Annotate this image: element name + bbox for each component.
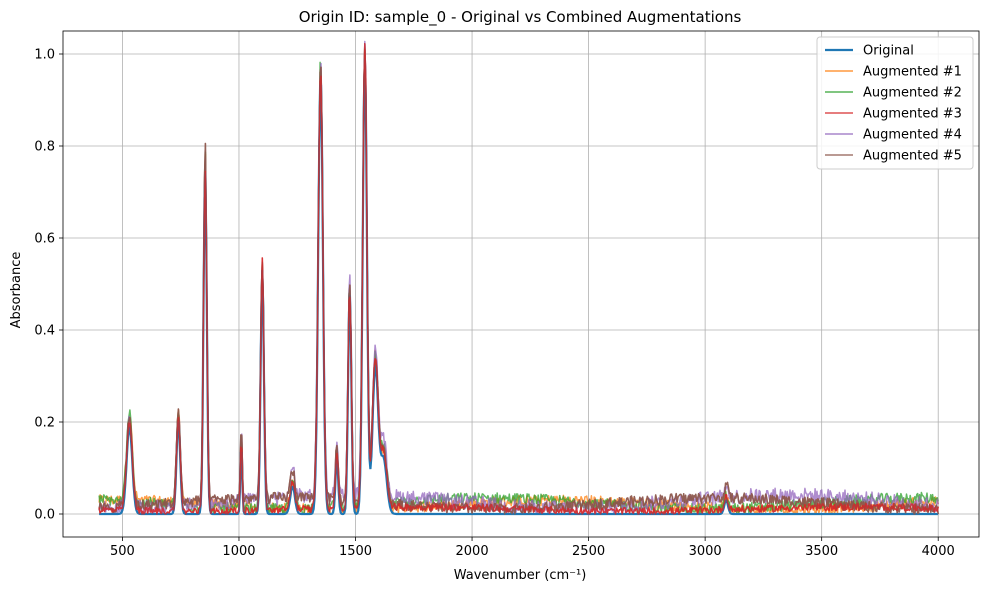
- y-tick-label: 0.4: [34, 324, 55, 339]
- y-tick-label: 1.0: [34, 48, 55, 63]
- series-line-augmented-3: [98, 42, 939, 515]
- series-group: [98, 40, 939, 516]
- plot-frame: [62, 30, 980, 538]
- axis-ticks: 500 1000 1500 2000 2500 3000 3500 4000 0.0 0.2 0.4…: [34, 48, 954, 560]
- chart-title: Origin ID: sample_0 - Original vs Combin…: [299, 8, 742, 27]
- legend-label: Augmented #2: [863, 86, 962, 101]
- x-axis-label: Wavenumber (cm⁻¹): [454, 568, 587, 583]
- legend: Original Augmented #1 Augmented #2 Augmente…: [816, 36, 974, 170]
- series-line-augmented-5: [98, 48, 939, 515]
- series-line-augmented-4: [98, 40, 939, 515]
- x-tick-label: 4000: [922, 544, 955, 559]
- series-line-augmented-2: [98, 42, 939, 515]
- legend-box: [816, 36, 974, 170]
- series-line-original: [99, 58, 939, 516]
- series-line-augmented-1: [98, 55, 939, 515]
- y-tick-label: 0.0: [34, 508, 55, 523]
- legend-label: Augmented #5: [863, 149, 962, 164]
- x-tick-label: 2000: [456, 544, 489, 559]
- x-tick-label: 3500: [805, 544, 838, 559]
- x-tick-label: 500: [110, 544, 135, 559]
- x-tick-label: 1000: [222, 544, 255, 559]
- x-tick-label: 3000: [689, 544, 722, 559]
- series-line-augmented-3: [98, 42, 939, 515]
- legend-label: Original: [863, 44, 914, 59]
- y-tick-label: 0.8: [34, 140, 55, 155]
- x-tick-label: 1500: [339, 544, 372, 559]
- legend-label: Augmented #4: [863, 128, 962, 143]
- y-axis-label: Absorbance: [9, 252, 24, 329]
- series-line-augmented-5: [98, 48, 939, 515]
- x-tick-label: 2500: [572, 544, 605, 559]
- y-tick-label: 0.2: [34, 416, 55, 431]
- legend-label: Augmented #3: [863, 107, 962, 122]
- y-tick-label: 0.6: [34, 232, 55, 247]
- legend-label: Augmented #1: [863, 65, 962, 80]
